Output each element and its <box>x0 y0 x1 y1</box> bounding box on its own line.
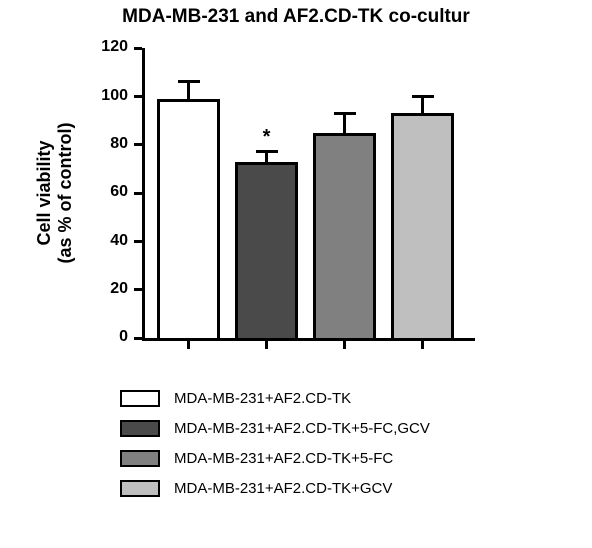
y-axis <box>142 48 145 341</box>
y-tick <box>134 192 142 195</box>
legend-swatch <box>120 420 160 437</box>
y-tick-label: 0 <box>84 328 128 346</box>
x-tick <box>343 341 346 349</box>
y-tick <box>134 288 142 291</box>
error-bar-cap <box>334 112 356 115</box>
legend-label: MDA-MB-231+AF2.CD-TK+5-FC <box>174 450 393 467</box>
chart-title: MDA-MB-231 and AF2.CD-TK co-cultur <box>0 6 592 28</box>
y-axis-label-line1: Cell viability <box>34 48 55 338</box>
y-tick-label: 100 <box>84 87 128 105</box>
y-tick <box>134 47 142 50</box>
bar <box>391 113 454 338</box>
legend-label: MDA-MB-231+AF2.CD-TK+5-FC,GCV <box>174 420 430 437</box>
y-tick <box>134 95 142 98</box>
error-bar <box>421 96 424 113</box>
error-bar <box>343 113 346 132</box>
x-tick <box>421 341 424 349</box>
legend: MDA-MB-231+AF2.CD-TK MDA-MB-231+AF2.CD-TK… <box>120 390 430 497</box>
y-tick <box>134 337 142 340</box>
figure: MDA-MB-231 and AF2.CD-TK co-cultur MDA-M… <box>0 0 592 548</box>
y-tick-label: 20 <box>84 280 128 298</box>
error-bar <box>187 82 190 99</box>
y-tick-label: 120 <box>84 38 128 56</box>
y-tick-label: 80 <box>84 135 128 153</box>
x-tick <box>265 341 268 349</box>
error-bar-cap <box>178 80 200 83</box>
legend-item: MDA-MB-231+AF2.CD-TK+5-FC,GCV <box>120 420 430 437</box>
error-bar-cap <box>256 150 278 153</box>
bar <box>235 162 298 338</box>
error-bar-cap <box>412 95 434 98</box>
x-tick <box>187 341 190 349</box>
x-axis <box>142 338 475 341</box>
y-tick <box>134 240 142 243</box>
legend-label: MDA-MB-231+AF2.CD-TK+GCV <box>174 480 392 497</box>
legend-swatch <box>120 480 160 497</box>
legend-label: MDA-MB-231+AF2.CD-TK <box>174 390 351 407</box>
y-tick-label: 60 <box>84 183 128 201</box>
bar <box>157 99 220 338</box>
significance-marker: * <box>255 126 279 149</box>
legend-item: MDA-MB-231+AF2.CD-TK+GCV <box>120 480 430 497</box>
legend-swatch <box>120 450 160 467</box>
legend-item: MDA-MB-231+AF2.CD-TK <box>120 390 430 407</box>
y-axis-label: Cell viability(as % of control) <box>34 48 76 338</box>
legend-item: MDA-MB-231+AF2.CD-TK+5-FC <box>120 450 430 467</box>
y-tick-label: 40 <box>84 232 128 250</box>
y-tick <box>134 143 142 146</box>
y-axis-label-line2: (as % of control) <box>55 48 76 338</box>
legend-swatch <box>120 390 160 407</box>
bar <box>313 133 376 338</box>
